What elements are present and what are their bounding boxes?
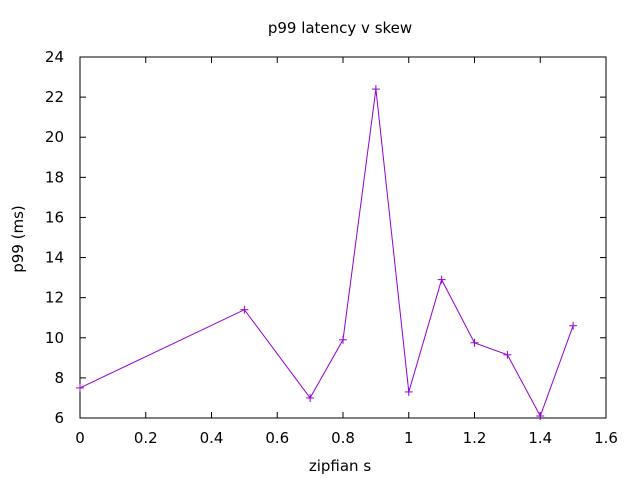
y-tick-label: 18 — [45, 168, 64, 186]
x-axis: 0 0.2 0.4 0.6 0.8 1 1.2 1.4 1.6 — [75, 57, 618, 447]
data-point — [240, 305, 249, 314]
x-tick-label: 0.4 — [200, 429, 224, 447]
y-tick-label: 6 — [54, 409, 64, 427]
data-point — [437, 275, 446, 284]
x-tick-label: 0.2 — [134, 429, 158, 447]
y-tick-label: 10 — [45, 329, 64, 347]
y-axis-label: p99 (ms) — [9, 205, 27, 273]
y-axis: 6 8 10 12 14 16 18 20 22 24 — [45, 48, 606, 427]
y-tick-label: 22 — [45, 88, 64, 106]
y-tick-label: 12 — [45, 289, 64, 307]
x-axis-label: zipfian s — [309, 457, 371, 475]
x-tick-label: 0 — [75, 429, 85, 447]
chart-title: p99 latency v skew — [268, 19, 412, 37]
y-tick-label: 14 — [45, 249, 64, 267]
data-point — [470, 338, 479, 347]
data-point — [503, 350, 512, 359]
x-tick-label: 1.6 — [594, 429, 618, 447]
y-tick-label: 16 — [45, 208, 64, 226]
data-point — [536, 411, 545, 420]
y-tick-label: 8 — [54, 369, 64, 387]
data-point — [76, 383, 84, 392]
x-tick-label: 0.8 — [331, 429, 355, 447]
x-tick-label: 1 — [404, 429, 414, 447]
data-point — [569, 321, 578, 330]
x-tick-label: 0.6 — [265, 429, 289, 447]
data-point — [404, 387, 413, 396]
x-tick-label: 1.4 — [528, 429, 552, 447]
y-tick-label: 24 — [45, 48, 64, 66]
data-point — [306, 393, 315, 402]
series-line — [79, 89, 574, 418]
data-point — [339, 335, 347, 344]
x-tick-label: 1.2 — [463, 429, 487, 447]
y-tick-label: 20 — [45, 128, 64, 146]
data-point — [371, 85, 380, 94]
series-layer — [76, 85, 578, 420]
plot-frame — [79, 56, 607, 419]
